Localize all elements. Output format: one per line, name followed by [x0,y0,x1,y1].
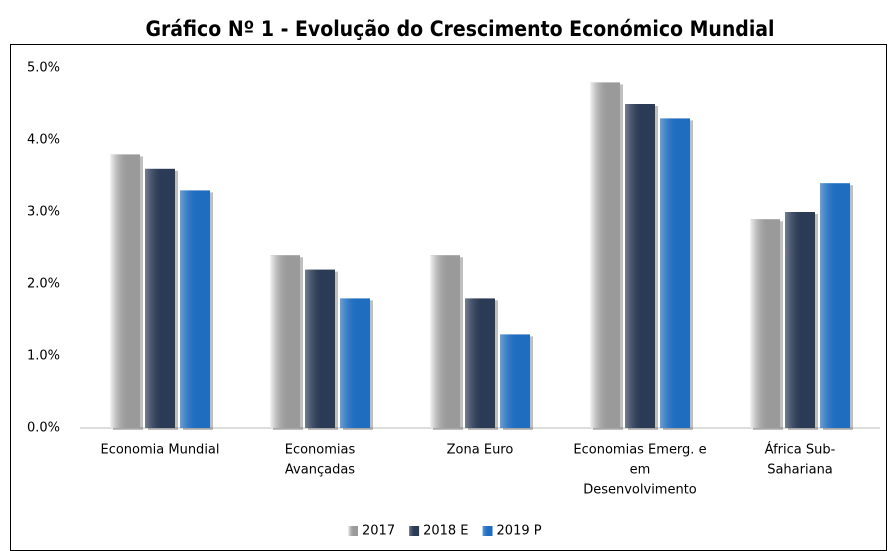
y-tick-label: 5.0% [27,61,60,76]
x-tick-label: África Sub- [765,442,836,458]
legend-swatch-shine [409,526,420,536]
legend-label: 2018 E [423,524,468,539]
x-tick-label: em [630,463,651,478]
chart-title: Gráfico Nº 1 - Evolução do Crescimento E… [145,17,774,41]
legend-label: 2017 [362,524,395,539]
bar-shine [625,104,655,428]
bar-shine [820,183,850,428]
y-tick-label: 4.0% [27,133,60,148]
x-tick-label: Avançadas [285,463,355,478]
bar-shine [340,298,370,428]
bar-shine [110,154,140,428]
bar-shine [145,168,175,429]
bar-shine [750,219,780,428]
y-tick-label: 1.0% [27,349,60,364]
bar-shine [270,255,300,428]
bar-shine [180,190,210,428]
x-tick-label: Zona Euro [447,443,514,458]
x-tick-label: Economias [285,443,356,458]
bar-shine [660,118,690,429]
bar-shine [500,334,530,428]
x-tick-label: Economia Mundial [100,443,219,458]
x-tick-label: Economias Emerg. e [573,443,706,458]
legend-swatch-shine [348,526,358,536]
bar-shine [785,212,815,428]
legend-label: 2019 P [497,524,542,539]
x-tick-label: Sahariana [767,463,833,478]
legend-swatch-shine [482,526,493,536]
y-tick-label: 2.0% [27,277,60,292]
bar-shine [305,269,335,428]
bar-shine [465,298,495,428]
y-tick-label: 0.0% [27,421,60,436]
bar-shine [590,82,620,429]
y-tick-label: 3.0% [27,205,60,220]
x-tick-label: Desenvolvimento [583,483,697,498]
bar-shine [430,255,460,428]
